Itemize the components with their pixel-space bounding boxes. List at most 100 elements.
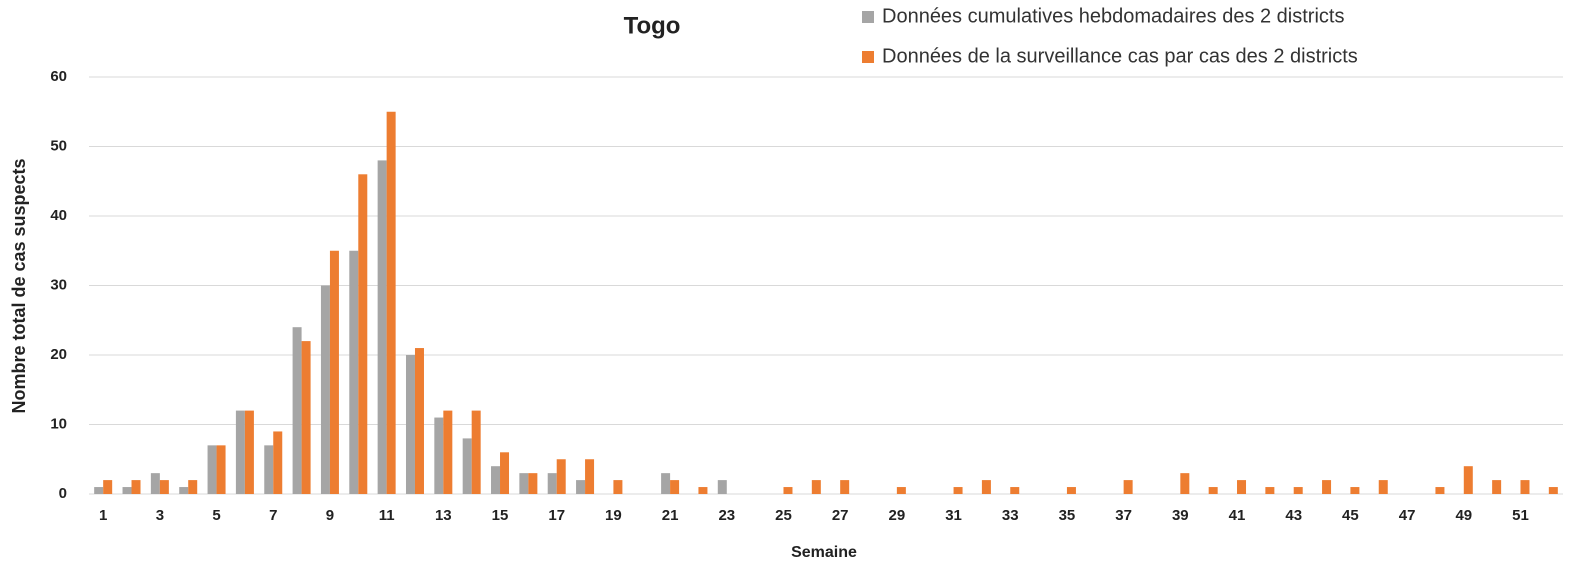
x-tick-label: 25 — [775, 507, 792, 524]
bar — [1350, 487, 1360, 494]
x-tick-label: 45 — [1342, 507, 1359, 524]
x-tick-label: 9 — [326, 507, 334, 524]
bar — [556, 459, 566, 494]
bar — [103, 480, 113, 494]
bar — [159, 480, 169, 494]
bar — [1265, 487, 1275, 494]
y-tick-label: 40 — [50, 207, 67, 224]
bar — [292, 327, 302, 494]
bar — [528, 473, 538, 494]
bar — [301, 341, 311, 494]
bar — [273, 431, 283, 494]
x-tick-label: 11 — [379, 507, 395, 524]
bar — [1435, 487, 1445, 494]
x-tick-label: 23 — [718, 507, 735, 524]
bar — [179, 487, 189, 494]
x-axis-label: Semaine — [791, 544, 857, 561]
legend-swatch — [862, 51, 874, 63]
x-tick-label: 43 — [1285, 507, 1302, 524]
bar — [264, 445, 274, 494]
bar — [122, 487, 132, 494]
bar — [1322, 480, 1332, 494]
y-tick-label: 60 — [50, 68, 67, 85]
bar — [244, 410, 254, 494]
x-tick-label: 15 — [492, 507, 509, 524]
bar — [386, 111, 396, 494]
bar — [1208, 487, 1218, 494]
bar — [471, 410, 481, 494]
bar — [405, 355, 415, 494]
bar — [519, 473, 529, 494]
bar — [349, 250, 359, 494]
bar — [661, 473, 671, 494]
bar — [670, 480, 680, 494]
bar — [491, 466, 501, 494]
chart-title: Togo — [624, 12, 681, 39]
bar — [462, 438, 472, 494]
x-tick-label: 51 — [1512, 507, 1529, 524]
bar — [981, 480, 991, 494]
x-tick-label: 47 — [1399, 507, 1416, 524]
legend-label: Données de la surveillance cas par cas d… — [882, 45, 1358, 67]
bar — [1180, 473, 1190, 494]
bar — [717, 480, 727, 494]
bar — [443, 410, 453, 494]
bar — [358, 174, 368, 495]
x-tick-label: 17 — [548, 507, 565, 524]
bar — [188, 480, 198, 494]
legend-label: Données cumulatives hebdomadaires des 2 … — [882, 5, 1344, 27]
bar — [1378, 480, 1388, 494]
bar — [953, 487, 963, 494]
bar — [585, 459, 595, 494]
bar — [216, 445, 226, 494]
bar — [1010, 487, 1020, 494]
bar — [320, 285, 330, 494]
bar — [1520, 480, 1530, 494]
bar — [811, 480, 821, 494]
x-tick-label: 19 — [605, 507, 622, 524]
x-tick-label: 41 — [1229, 507, 1246, 524]
bar — [1237, 480, 1247, 494]
x-tick-label: 13 — [435, 507, 452, 524]
bar — [434, 417, 444, 494]
bar — [840, 480, 850, 494]
legend-swatch — [862, 11, 874, 23]
bar — [783, 487, 793, 494]
x-tick-label: 7 — [269, 507, 277, 524]
x-tick-label: 37 — [1115, 507, 1132, 524]
y-tick-label: 10 — [50, 415, 67, 432]
bar — [500, 452, 510, 494]
x-tick-label: 39 — [1172, 507, 1189, 524]
y-tick-label: 30 — [50, 276, 67, 293]
y-axis-label: Nombre total de cas suspects — [9, 158, 29, 413]
x-tick-label: 1 — [99, 507, 107, 524]
y-tick-label: 50 — [50, 137, 67, 154]
x-tick-label: 49 — [1455, 507, 1472, 524]
bar — [698, 487, 708, 494]
bar — [235, 410, 245, 494]
bar — [1123, 480, 1133, 494]
x-tick-label: 29 — [889, 507, 906, 524]
bar — [414, 348, 424, 494]
bar — [1492, 480, 1502, 494]
x-tick-label: 3 — [156, 507, 164, 524]
bar — [1463, 466, 1473, 494]
y-tick-label: 20 — [50, 346, 67, 363]
x-tick-label: 5 — [212, 507, 220, 524]
x-tick-label: 35 — [1059, 507, 1076, 524]
bar — [94, 487, 104, 494]
bar — [547, 473, 557, 494]
bar — [1548, 487, 1558, 494]
bar — [613, 480, 623, 494]
bar — [576, 480, 586, 494]
bar — [896, 487, 906, 494]
bar — [131, 480, 141, 494]
bar — [1293, 487, 1303, 494]
bar — [207, 445, 217, 494]
bar — [377, 160, 387, 494]
bar — [150, 473, 160, 494]
x-tick-label: 21 — [662, 507, 679, 524]
y-tick-label: 0 — [59, 485, 67, 502]
